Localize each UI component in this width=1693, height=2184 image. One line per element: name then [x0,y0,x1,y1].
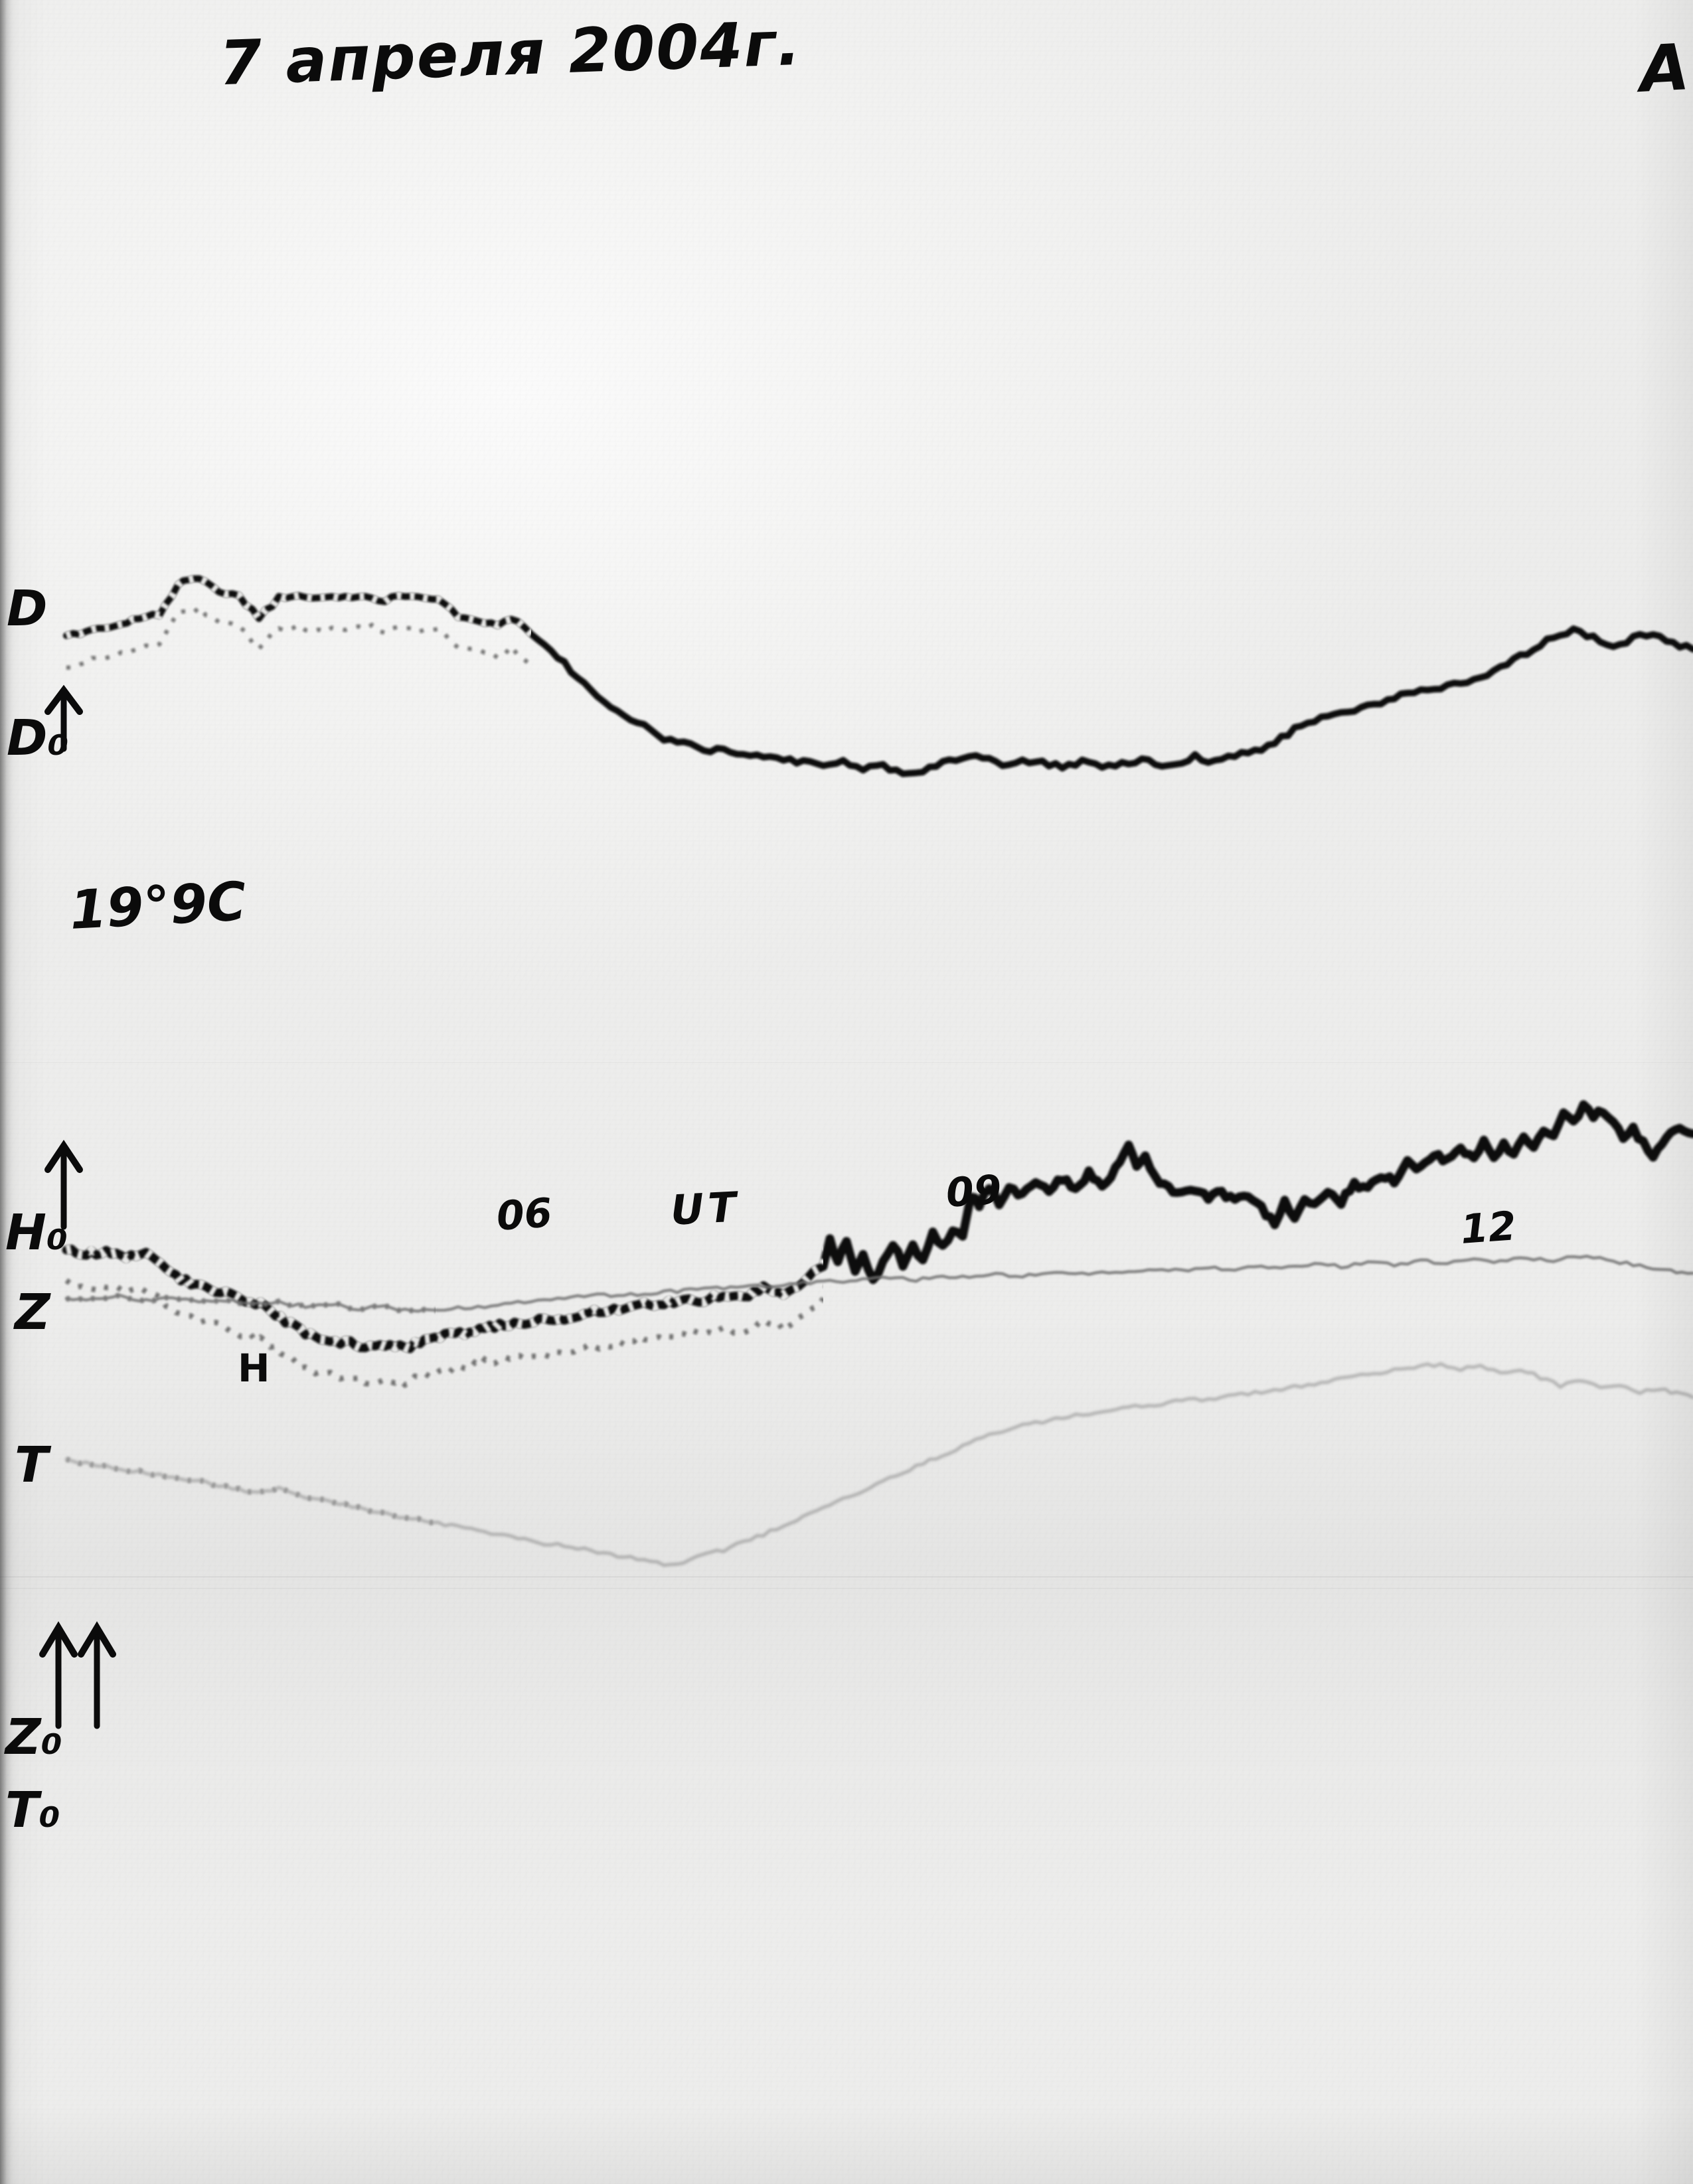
trace-h [62,1100,1693,1388]
axis-label-d0: D₀ [7,710,69,767]
temperature-annotation: 19°9C [68,870,248,941]
axis-label-z0: Z₀ [5,1709,63,1766]
scan-left-edge-shadow [0,0,12,2184]
arrow-marker-z0 [39,1621,78,1729]
curve-label-h: H [238,1346,270,1391]
axis-label-h0: H₀ [5,1204,68,1261]
trace-group [62,574,1693,1567]
time-tick-12: 12 [1459,1203,1518,1253]
axis-label-d: D [7,580,48,637]
temperature-value: 19°9C [68,870,248,941]
time-tick-09: 09 [944,1166,1003,1217]
arrow-marker-h0 [44,1139,83,1230]
trace-d [63,574,1693,777]
trace-t [64,1362,1693,1567]
time-axis-unit-label: UT [669,1182,742,1235]
arrow-marker-d0 [44,684,83,752]
corner-mark-letter: A [1638,30,1692,107]
arrow-marker-t0 [78,1621,116,1729]
axis-label-t: T [15,1437,48,1494]
paper-crease [0,1588,1693,1589]
trace-z [64,1255,1693,1314]
axis-label-t0: T₀ [5,1782,60,1839]
baseline-group [64,749,1693,1754]
axis-label-z: Z [15,1284,50,1341]
time-tick-06: 06 [495,1190,554,1240]
